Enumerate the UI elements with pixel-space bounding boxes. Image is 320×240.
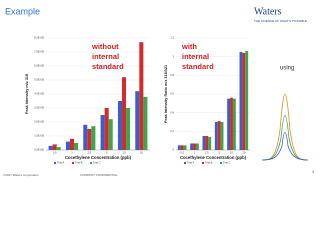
legend-label: Trial C [93,161,101,165]
y-tick-label: 0.8 [170,73,174,77]
peak [261,115,309,161]
x-tick-label: 10 [123,151,126,155]
x-tick-label: 20 [242,151,245,155]
y-axis-label: Peak Intensity Ratio m/z 318/321 [164,65,168,123]
x-tick-label: 2.5 [88,151,92,155]
x-tick-label: 5 [218,151,220,155]
bar [177,145,181,150]
bar [242,52,246,150]
y-tick-label: 3.0E+05 [34,106,44,110]
bar [135,91,140,150]
annotation: without [91,42,119,51]
x-tick-label: 1 [71,151,73,155]
bar [104,108,109,150]
legend-swatch [220,162,222,164]
annotation: standard [182,62,214,71]
legend-swatch [202,162,204,164]
x-axis-label: Cocethylene Concentration (ppb) [65,155,132,160]
peak [261,93,309,161]
bar [91,126,96,150]
bar [214,122,218,150]
y-tick-label: 1.0E+05 [34,134,44,138]
bar [83,124,88,150]
bar [74,143,79,150]
bar [121,77,127,150]
y-tick-label: 0.6 [170,92,174,96]
legend-swatch [90,162,92,164]
background [0,0,320,180]
x-tick-label: 2.5 [205,151,209,155]
y-tick-label: 1 [173,54,175,58]
legend-label: Trial B [205,161,213,165]
bar [139,42,144,151]
annotation: internal [92,52,119,61]
bar [108,119,113,150]
bar [245,51,249,150]
bar [232,98,236,150]
legend-label: Trial C [223,161,231,165]
peak [261,132,309,161]
x-axis-label: Cocethylene Concentration (ppb) [180,155,247,160]
bar [202,136,206,150]
y-tick-label: 8.0E+05 [34,36,44,40]
bar [183,145,187,150]
legend-swatch [184,162,186,164]
y-tick-label: 6.0E+05 [34,64,44,68]
legend-swatch [54,162,56,164]
bar [180,145,184,150]
bar [205,136,209,150]
y-tick-label: 7.0E+05 [34,50,44,54]
tagline: THE SCIENCE OF WHAT'S POSSIBLE. [254,19,308,23]
x-tick-label: 10 [230,151,233,155]
bar [195,143,199,150]
bar [100,115,105,150]
y-tick-label: 0.0E+00 [34,148,44,152]
bar [87,129,92,150]
y-tick-label: 1.2 [170,36,174,40]
bar [143,96,148,150]
x-tick-label: 5 [106,151,108,155]
y-tick-label: 0.4 [170,110,174,114]
legend-label: Trial A [57,161,65,165]
bar [193,143,196,150]
y-axis-label: Peak Intensity m/z 318 [25,74,29,114]
x-tick-label: 20 [140,151,143,155]
annotation: standard [92,62,124,71]
bar [227,98,231,150]
y-tick-label: 5.0E+05 [34,78,44,82]
x-tick-label: 1 [194,151,196,155]
side-text: using [280,66,294,72]
bar [190,143,194,150]
bar [56,147,61,150]
y-tick-label: 0.2 [170,129,174,133]
x-tick-label: 0.5 [180,151,184,155]
chromatogram [261,93,309,161]
bar [220,122,224,150]
y-tick-label: 4.0E+05 [34,92,44,96]
bar [239,52,243,150]
bar [65,141,70,150]
bar [217,121,221,150]
bar [52,144,57,150]
bar [208,136,212,150]
x-tick-label: 0.5 [53,151,57,155]
bar [69,138,75,150]
page-number: 4 [312,169,315,174]
legend-label: Trial A [187,161,195,165]
bar [48,145,53,150]
slide-title: Example [5,6,40,16]
y-tick-label: 0 [173,148,175,152]
bar [230,97,233,150]
annotation: internal [182,52,209,61]
footer-left: ©2017 Waters Corporation [3,173,39,177]
bar [126,108,131,150]
legend-swatch [72,162,74,164]
footer-mid: COMPANY CONFIDENTIAL [80,173,118,177]
slide: Example Waters THE SCIENCE OF WHAT'S POS… [0,0,320,180]
y-tick-label: 2.0E+05 [34,120,44,124]
bar [117,101,122,150]
legend-label: Trial B [75,161,83,165]
logo: Waters [254,6,282,17]
annotation: with [181,42,197,51]
